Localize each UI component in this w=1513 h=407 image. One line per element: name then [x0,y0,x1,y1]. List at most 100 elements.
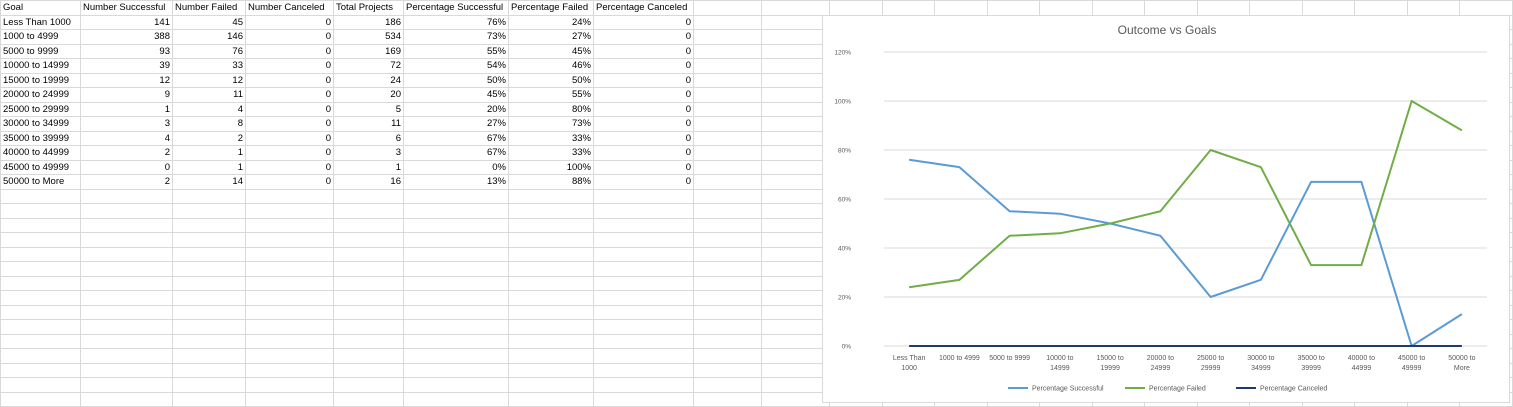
empty-cell[interactable] [761,116,830,132]
value-cell[interactable]: 11 [172,87,246,103]
value-cell[interactable]: 169 [333,43,404,59]
empty-cell[interactable] [1039,0,1093,16]
empty-cell[interactable] [986,0,1041,16]
value-cell[interactable]: 13% [403,174,509,190]
empty-cell[interactable] [403,188,509,204]
header-cell[interactable]: Percentage Canceled [593,0,694,16]
empty-cell[interactable] [693,174,762,190]
value-cell[interactable]: 93 [80,43,173,59]
empty-cell[interactable] [593,391,694,407]
empty-cell[interactable] [333,275,404,291]
empty-cell[interactable] [761,203,830,219]
empty-cell[interactable] [245,362,334,378]
empty-cell[interactable] [761,232,830,248]
empty-cell[interactable] [693,319,762,335]
empty-cell[interactable] [508,290,594,306]
value-cell[interactable]: 12 [80,72,173,88]
empty-cell[interactable] [333,319,404,335]
empty-cell[interactable] [593,275,694,291]
value-cell[interactable]: 54% [403,58,509,74]
value-cell[interactable]: 27% [508,29,594,45]
empty-cell[interactable] [172,275,246,291]
value-cell[interactable]: 76 [172,43,246,59]
value-cell[interactable]: 0 [593,159,694,175]
goal-cell[interactable]: 10000 to 14999 [0,58,81,74]
empty-cell[interactable] [761,43,830,59]
value-cell[interactable]: 100% [508,159,594,175]
empty-cell[interactable] [693,333,762,349]
empty-cell[interactable] [593,319,694,335]
value-cell[interactable]: 72 [333,58,404,74]
empty-cell[interactable] [829,0,883,16]
empty-cell[interactable] [693,362,762,378]
empty-cell[interactable] [761,0,830,16]
empty-cell[interactable] [333,348,404,364]
empty-cell[interactable] [245,246,334,262]
value-cell[interactable]: 88% [508,174,594,190]
empty-cell[interactable] [333,246,404,262]
empty-cell[interactable] [1459,0,1513,16]
empty-cell[interactable] [761,188,830,204]
empty-cell[interactable] [593,333,694,349]
empty-cell[interactable] [761,217,830,233]
empty-cell[interactable] [1249,0,1303,16]
empty-cell[interactable] [1301,0,1356,16]
empty-cell[interactable] [80,203,173,219]
empty-cell[interactable] [1144,0,1198,16]
empty-cell[interactable] [0,203,81,219]
empty-cell[interactable] [172,203,246,219]
value-cell[interactable]: 33 [172,58,246,74]
value-cell[interactable]: 0 [80,159,173,175]
goal-cell[interactable]: 15000 to 19999 [0,72,81,88]
empty-cell[interactable] [0,261,81,277]
value-cell[interactable]: 0 [593,130,694,146]
value-cell[interactable]: 2 [172,130,246,146]
empty-cell[interactable] [693,377,762,393]
empty-cell[interactable] [245,261,334,277]
empty-cell[interactable] [333,391,404,407]
empty-cell[interactable] [934,0,988,16]
empty-cell[interactable] [693,203,762,219]
empty-cell[interactable] [403,275,509,291]
empty-cell[interactable] [245,232,334,248]
empty-cell[interactable] [80,319,173,335]
empty-cell[interactable] [508,261,594,277]
value-cell[interactable]: 4 [80,130,173,146]
value-cell[interactable]: 388 [80,29,173,45]
empty-cell[interactable] [80,333,173,349]
goal-cell[interactable]: 1000 to 4999 [0,29,81,45]
empty-cell[interactable] [693,58,762,74]
empty-cell[interactable] [1091,0,1146,16]
empty-cell[interactable] [508,232,594,248]
empty-cell[interactable] [403,391,509,407]
value-cell[interactable]: 1 [172,145,246,161]
empty-cell[interactable] [693,87,762,103]
empty-cell[interactable] [761,391,830,407]
header-cell[interactable]: Goal [0,0,81,16]
header-cell[interactable]: Percentage Successful [403,0,509,16]
empty-cell[interactable] [693,391,762,407]
value-cell[interactable]: 20 [333,87,404,103]
empty-cell[interactable] [761,290,830,306]
empty-cell[interactable] [80,304,173,320]
empty-cell[interactable] [761,101,830,117]
empty-cell[interactable] [593,261,694,277]
value-cell[interactable]: 33% [508,145,594,161]
value-cell[interactable]: 0 [245,58,334,74]
value-cell[interactable]: 73% [403,29,509,45]
value-cell[interactable]: 0 [593,145,694,161]
value-cell[interactable]: 3 [333,145,404,161]
value-cell[interactable]: 14 [172,174,246,190]
empty-cell[interactable] [761,348,830,364]
goal-cell[interactable]: 30000 to 34999 [0,116,81,132]
value-cell[interactable]: 0 [593,43,694,59]
header-cell[interactable]: Number Successful [80,0,173,16]
empty-cell[interactable] [508,188,594,204]
empty-cell[interactable] [593,304,694,320]
value-cell[interactable]: 24 [333,72,404,88]
empty-cell[interactable] [761,246,830,262]
empty-cell[interactable] [403,319,509,335]
empty-cell[interactable] [172,188,246,204]
value-cell[interactable]: 9 [80,87,173,103]
empty-cell[interactable] [693,261,762,277]
